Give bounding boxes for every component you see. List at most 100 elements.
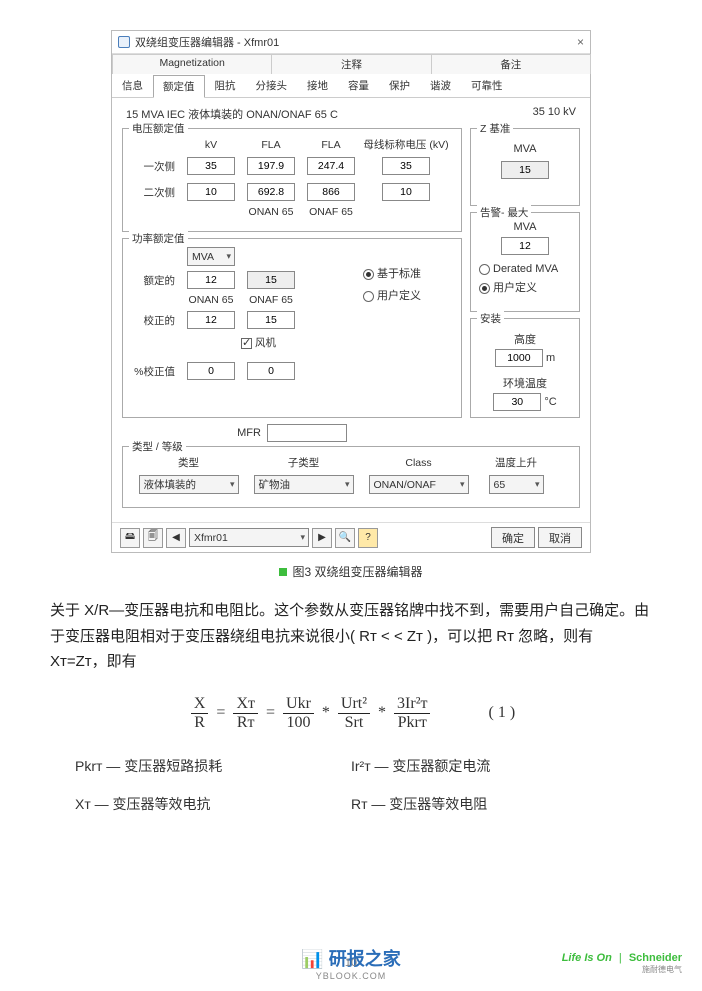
corrected-mva2-input[interactable] [247,311,295,329]
hdr-subtype: 子类型 [246,455,361,470]
primary-kv-input[interactable] [187,157,235,175]
corrected-label: 校正的 [131,313,181,328]
tab-harmonic[interactable]: 谐波 [420,74,461,97]
radio-user-defined[interactable] [363,291,374,302]
def-ir: Ir²ᴛ — 变压器额定电流 [351,756,627,776]
tab-comment[interactable]: 注释 [271,54,431,74]
transformer-editor-dialog: 双绕组变压器编辑器 - Xfmr01 × Magnetization 注释 备注… [111,30,591,553]
tab-protection[interactable]: 保护 [379,74,420,97]
radio-standard[interactable] [363,269,374,280]
pct-corr2-input[interactable] [247,362,295,380]
rated-mva2-input[interactable] [247,271,295,289]
rated-label: 额定的 [131,273,181,288]
primary-bus-input[interactable] [382,157,430,175]
paragraph-text: 关于 X/R—变压器电抗和电阻比。这个参数从变压器铭牌中找不到，需要用户自己确定… [50,598,652,675]
radio-derated-label: Derated MVA [493,263,558,275]
radio-user-label: 用户定义 [377,290,421,302]
figure-caption: 图3 双绕组变压器编辑器 [45,563,657,580]
page-footer: 📊 研报之家 YBLOOK.COM 10 Life Is On | Schnei… [0,945,702,981]
secondary-bus-input[interactable] [382,183,430,201]
voltage-rating-group: 电压额定值 kV FLA FLA 母线标称电压 (kV) 一次侧 [122,128,462,232]
next-record-icon[interactable]: ▶ [312,528,332,548]
foot-onaf: ONAF 65 [301,206,361,218]
z-base-unit: MVA [479,143,571,155]
alarm-mva-input[interactable] [501,237,549,255]
altitude-label: 高度 [479,331,571,347]
install-group: 安装 高度 m 环境温度 °C [470,318,580,418]
temp-unit: °C [544,396,556,408]
type-select[interactable]: 液体填装的 [139,475,239,494]
tab-rating[interactable]: 额定值 [153,75,205,98]
hdr-temprise: 温度上升 [476,455,556,470]
ambient-temp-input[interactable] [493,393,541,411]
find-icon[interactable]: 🔍 [335,528,355,548]
primary-fla2-input[interactable] [307,157,355,175]
tab-grounding[interactable]: 接地 [297,74,338,97]
hdr-bus: 母线标称电压 (kV) [361,137,451,152]
tool-icon-2[interactable]: 🗐 [143,528,163,548]
mfr-label: MFR [237,427,261,439]
secondary-fla1-input[interactable] [247,183,295,201]
power-onaf: ONAF 65 [241,294,301,306]
hdr-kv: kV [181,139,241,151]
subtype-select[interactable]: 矿物油 [254,475,354,494]
def-pkr: Pkrᴛ — 变压器短路损耗 [75,756,351,776]
secondary-label: 二次侧 [131,185,181,200]
ambient-temp-label: 环境温度 [479,375,571,391]
ok-button[interactable]: 确定 [491,527,535,548]
tab-capacity[interactable]: 容量 [338,74,379,97]
type-class-group: 类型 / 等级 类型 子类型 Class 温度上升 液体填装的 矿物油 ONAN… [122,446,580,508]
temprise-select[interactable]: 65 [489,475,544,494]
mva-unit-select[interactable]: MVA [187,247,235,266]
tab-remark[interactable]: 备注 [431,54,591,74]
mfr-input[interactable] [267,424,347,442]
altitude-input[interactable] [495,349,543,367]
tab-magnetization[interactable]: Magnetization [112,54,272,74]
schneider-sub: 施耐德电气 [562,964,682,975]
tab-reliability[interactable]: 可靠性 [461,74,513,97]
pct-corr1-input[interactable] [187,362,235,380]
help-icon[interactable]: ? [358,528,378,548]
voltage-rating-label: 电压额定值 [129,121,188,136]
secondary-fla2-input[interactable] [307,183,355,201]
close-icon[interactable]: × [577,35,584,49]
power-rating-label: 功率额定值 [129,231,188,246]
power-rating-group: 功率额定值 MVA 额定的 [122,238,462,418]
hdr-class: Class [361,457,476,469]
radio-alarm-user[interactable] [479,283,490,294]
record-selector[interactable]: Xfmr01 [189,528,309,547]
primary-fla1-input[interactable] [247,157,295,175]
equation-number: ( 1 ) [488,704,515,722]
tabs-upper: Magnetization 注释 备注 [112,54,590,74]
hdr-fla1: FLA [241,139,301,151]
cancel-button[interactable]: 取消 [538,527,582,548]
schneider-logo: Schneider [629,952,682,964]
corrected-mva1-input[interactable] [187,311,235,329]
tab-info[interactable]: 信息 [112,74,153,97]
tab-tap[interactable]: 分接头 [246,74,298,97]
power-onan: ONAN 65 [181,294,241,306]
class-select[interactable]: ONAN/ONAF [369,475,469,494]
symbol-definitions: Pkrᴛ — 变压器短路损耗 Ir²ᴛ — 变压器额定电流 Xᴛ — 变压器等效… [75,756,627,832]
altitude-unit: m [546,352,555,364]
prev-record-icon[interactable]: ◀ [166,528,186,548]
pct-corr-label: %校正值 [131,364,181,379]
tool-icon-1[interactable]: 🖴 [120,528,140,548]
rated-mva1-input[interactable] [187,271,235,289]
z-base-input[interactable] [501,161,549,179]
z-base-group: Z 基准 MVA [470,128,580,206]
fan-checkbox[interactable] [241,338,252,349]
summary-left: 15 MVA IEC 液体填装的 ONAN/ONAF 65 C [126,106,338,122]
dialog-titlebar: 双绕组变压器编辑器 - Xfmr01 × [112,31,590,54]
hdr-fla2: FLA [301,139,361,151]
page-number: 10 [345,957,357,969]
secondary-kv-input[interactable] [187,183,235,201]
life-is-on: Life Is On [562,952,612,964]
primary-label: 一次侧 [131,159,181,174]
tab-impedance[interactable]: 阻抗 [205,74,246,97]
hdr-type: 类型 [131,455,246,470]
radio-derated[interactable] [479,264,490,275]
radio-alarm-user-label: 用户定义 [493,282,537,294]
alarm-label: 告警- 最大 [477,205,531,220]
type-class-label: 类型 / 等级 [129,439,186,454]
